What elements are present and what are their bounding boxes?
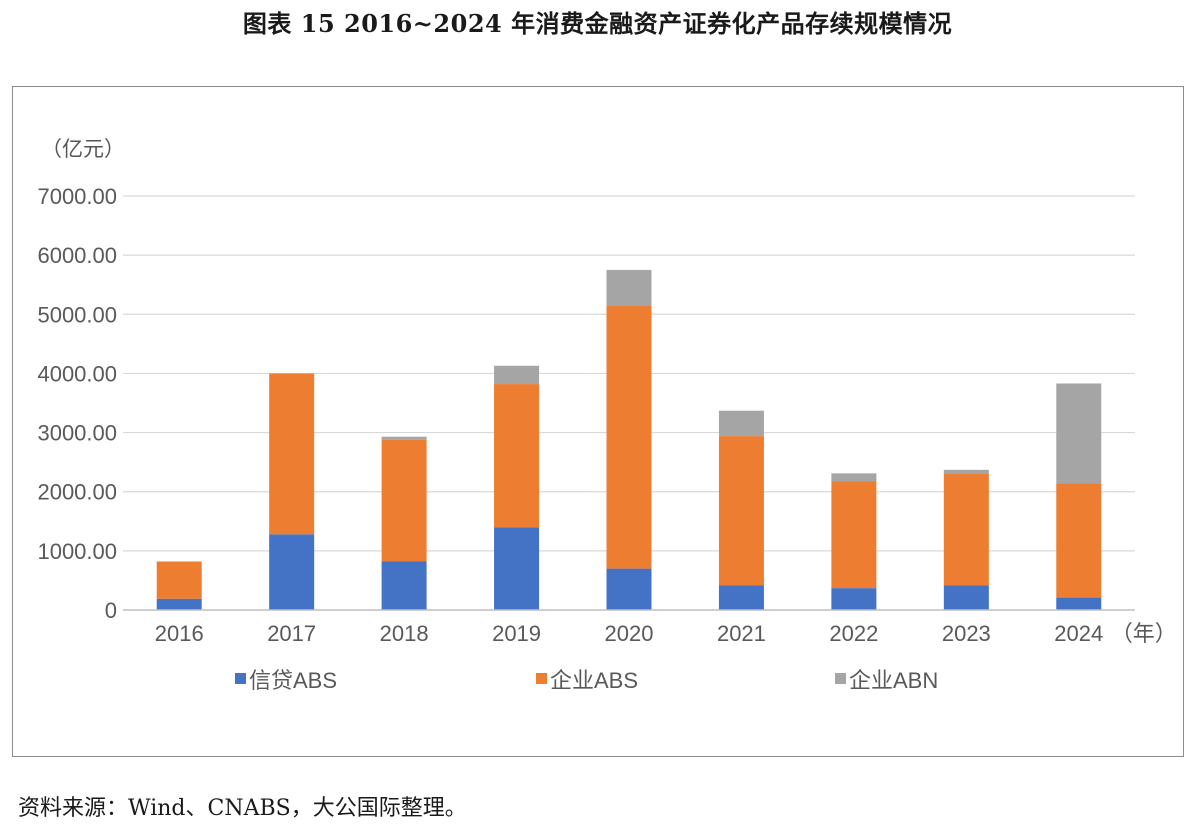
y-tick-label: 1000.00 [37, 539, 117, 564]
bar-segment [1056, 483, 1102, 598]
bar-segment [156, 598, 202, 610]
legend-label: 企业ABS [550, 668, 638, 693]
bar-segment [718, 585, 764, 610]
y-tick-label: 0 [105, 598, 117, 623]
y-tick-label: 4000.00 [37, 361, 117, 386]
x-tick-label: 2023 [942, 621, 991, 646]
bar-segment [943, 469, 989, 474]
y-tick-label: 3000.00 [37, 421, 117, 446]
legend-swatch [835, 673, 846, 684]
legend-swatch [536, 673, 547, 684]
figure-title: 图表 15 2016~2024 年消费金融资产证券化产品存续规模情况 [242, 9, 953, 38]
x-tick-label: 2021 [717, 621, 766, 646]
y-tick-label: 5000.00 [37, 302, 117, 327]
bar-segment [831, 481, 877, 589]
bar-segment [269, 373, 315, 535]
bar-segment [831, 588, 877, 610]
bar-segment [381, 561, 427, 610]
bar-segment [606, 568, 652, 610]
legend-swatch [235, 673, 246, 684]
x-tick-label: 2016 [155, 621, 204, 646]
bar-segment [606, 269, 652, 307]
x-tick-label: 2020 [605, 621, 654, 646]
bar-segment [156, 561, 202, 599]
y-tick-label: 7000.00 [37, 184, 117, 209]
bar-segment [494, 365, 540, 385]
bar-segment [718, 410, 764, 437]
bar-segment [1056, 597, 1102, 610]
source-note: 资料来源：Wind、CNABS，大公国际整理。 [18, 796, 467, 821]
bar-segment [381, 436, 427, 440]
x-unit-label: （年） [1111, 621, 1177, 646]
x-tick-label: 2019 [492, 621, 541, 646]
y-tick-label: 6000.00 [37, 243, 117, 268]
bar-segment [831, 473, 877, 482]
bar-segment [381, 439, 427, 562]
bar-segment [943, 473, 989, 586]
y-unit-label: （亿元） [41, 138, 125, 161]
bar-segment [269, 534, 315, 610]
x-tick-label: 2024 [1054, 621, 1103, 646]
legend-label: 企业ABN [849, 668, 938, 693]
bar-segment [606, 306, 652, 569]
chart-frame: （亿元） 0 1000.00 2000.00 3000.00 4000.00 5000.00… [12, 86, 1184, 757]
x-tick-label: 2018 [380, 621, 429, 646]
y-tick-label: 2000.00 [37, 480, 117, 505]
bar-segment [943, 585, 989, 610]
bar-segment [718, 436, 764, 586]
x-tick-label: 2017 [267, 621, 316, 646]
bar-segment [1056, 383, 1102, 484]
bar-segment [494, 527, 540, 610]
legend-label: 信贷ABS [249, 668, 337, 693]
stacked-bar-chart: （亿元） 0 1000.00 2000.00 3000.00 4000.00 5000.00… [37, 138, 1177, 693]
bar-segment [494, 384, 540, 528]
x-tick-label: 2022 [829, 621, 878, 646]
